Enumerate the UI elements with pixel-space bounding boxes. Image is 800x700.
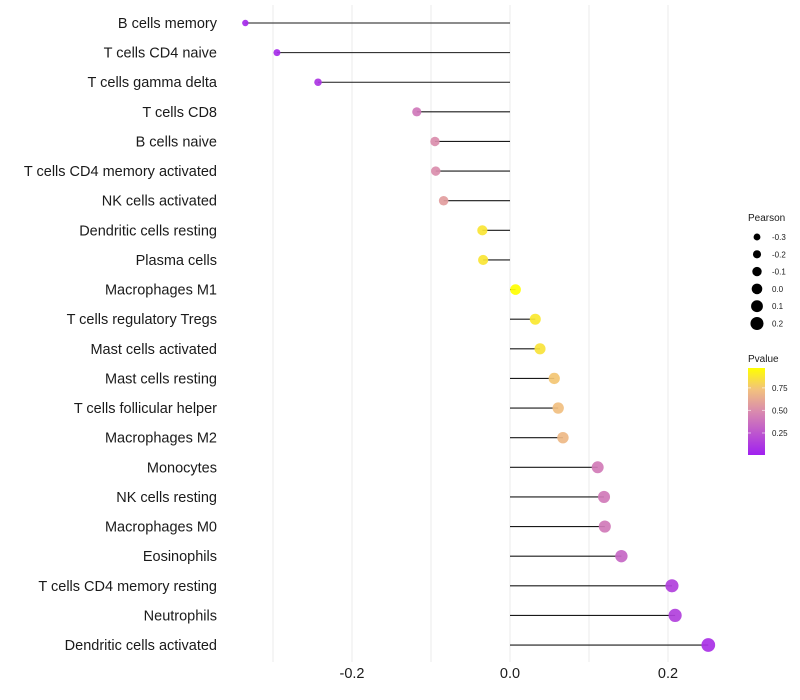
lollipop-point bbox=[510, 284, 521, 295]
lollipop-point bbox=[430, 136, 440, 147]
pvalue-legend-title: Pvalue bbox=[748, 354, 779, 365]
colorbar-label: 0.50 bbox=[772, 406, 788, 415]
y-category-label: Macrophages M1 bbox=[105, 283, 217, 299]
size-legend-key bbox=[750, 316, 764, 331]
y-category-label: Mast cells resting bbox=[105, 371, 217, 387]
size-legend-key bbox=[751, 283, 763, 295]
y-category-label: B cells memory bbox=[118, 16, 218, 32]
x-tick-label: 0.2 bbox=[658, 666, 678, 682]
y-axis-labels: B cells memory T cells CD4 naive T cells g… bbox=[24, 16, 218, 654]
y-category-label: NK cells resting bbox=[116, 490, 217, 506]
colorbar-label: 0.25 bbox=[772, 429, 788, 438]
size-legend-label: -0.1 bbox=[772, 268, 786, 277]
lollipop-point bbox=[438, 195, 449, 206]
gridlines bbox=[272, 5, 669, 662]
lollipop-point bbox=[548, 372, 560, 385]
lollipop-point bbox=[477, 225, 488, 236]
size-legend-key bbox=[753, 233, 761, 241]
lollipop-point bbox=[591, 461, 604, 474]
y-category-label: T cells CD4 memory activated bbox=[24, 164, 217, 180]
y-category-label: Neutrophils bbox=[144, 608, 217, 624]
lollipop-point bbox=[552, 402, 564, 414]
lollipop-point bbox=[598, 520, 611, 533]
lollipop-point bbox=[242, 19, 249, 27]
lollipop-point bbox=[557, 431, 569, 444]
colorbar-label: 0.75 bbox=[772, 384, 788, 393]
pearson-size-legend: Pearson -0.3 -0.2 -0.1 0.0 0.1 0.2 bbox=[748, 213, 786, 331]
y-category-label: Dendritic cells resting bbox=[79, 223, 217, 239]
lollipop-point bbox=[668, 608, 682, 622]
x-tick-label: 0.0 bbox=[500, 666, 520, 682]
y-category-label: Eosinophils bbox=[143, 549, 217, 565]
lollipop-segments bbox=[245, 22, 709, 646]
lollipop-points bbox=[242, 19, 716, 652]
lollipop-point bbox=[534, 343, 546, 355]
x-axis-labels: -0.2 0.0 0.2 bbox=[340, 666, 679, 682]
size-legend-label: 0.0 bbox=[772, 285, 784, 294]
pvalue-colorbar bbox=[748, 368, 765, 455]
x-tick-label: -0.2 bbox=[340, 666, 365, 682]
lollipop-point bbox=[597, 490, 611, 503]
y-category-label: Monocytes bbox=[147, 460, 217, 476]
lollipop-point bbox=[529, 313, 541, 325]
size-legend-key bbox=[752, 250, 762, 259]
lollipop-point bbox=[615, 549, 628, 563]
lollipop-point bbox=[431, 166, 441, 176]
pearson-legend-title: Pearson bbox=[748, 213, 785, 224]
y-category-label: T cells regulatory Tregs bbox=[67, 312, 217, 328]
lollipop-point bbox=[412, 107, 422, 117]
y-category-label: T cells CD8 bbox=[142, 105, 217, 121]
lollipop-point bbox=[314, 78, 322, 87]
lollipop-point bbox=[273, 49, 281, 57]
pvalue-color-legend: Pvalue 0.25 0.50 0.75 bbox=[748, 354, 788, 455]
y-category-label: B cells naive bbox=[136, 134, 217, 150]
size-legend-key bbox=[752, 266, 762, 277]
size-legend-label: 0.1 bbox=[772, 302, 784, 311]
y-category-label: T cells gamma delta bbox=[88, 75, 218, 91]
size-legend-label: -0.3 bbox=[772, 233, 786, 242]
y-category-label: Mast cells activated bbox=[90, 342, 217, 358]
lollipop-point bbox=[478, 254, 489, 266]
y-category-label: Macrophages M2 bbox=[105, 431, 217, 447]
y-category-label: T cells CD4 memory resting bbox=[38, 579, 217, 595]
size-legend-key bbox=[751, 300, 763, 313]
y-category-label: Dendritic cells activated bbox=[65, 638, 217, 654]
lollipop-point bbox=[701, 638, 716, 652]
y-category-label: T cells CD4 naive bbox=[104, 46, 217, 62]
y-category-label: Plasma cells bbox=[136, 253, 217, 269]
size-legend-label: 0.2 bbox=[772, 320, 784, 329]
y-category-label: NK cells activated bbox=[102, 194, 217, 210]
y-category-label: T cells follicular helper bbox=[74, 401, 217, 417]
y-category-label: Macrophages M0 bbox=[105, 520, 217, 536]
lollipop-point bbox=[665, 579, 679, 593]
size-legend-label: -0.2 bbox=[772, 250, 786, 259]
